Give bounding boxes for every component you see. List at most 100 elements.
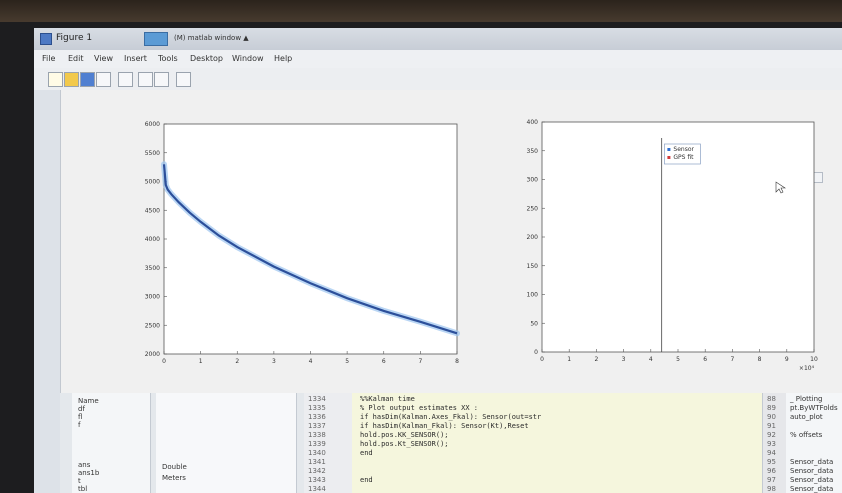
x-tick-label: 4 — [649, 356, 653, 363]
code-line: hold.pos.KK_SENSOR(); — [360, 431, 449, 439]
x-tick-label: 5 — [345, 358, 349, 365]
code-line: %%Kalman time — [360, 395, 415, 403]
x-tick-label: 10 — [810, 356, 818, 363]
line-number: 96 — [767, 467, 776, 475]
legend-label: GPS fit — [673, 154, 694, 161]
y-tick-label: 0 — [534, 349, 538, 356]
line-number: 93 — [767, 440, 776, 448]
x-tick-label: 4 — [309, 358, 313, 365]
code-line: hold.pos.Kt_SENSOR(); — [360, 440, 449, 448]
x-tick-label: 8 — [758, 356, 762, 363]
matlab-icon — [144, 32, 168, 46]
menu-file[interactable]: File — [42, 54, 56, 63]
line-number: 97 — [767, 476, 776, 484]
code-line: Sensor_data — [790, 476, 834, 484]
line-number: 91 — [767, 422, 776, 430]
y-tick-label: 350 — [527, 148, 539, 155]
taskbar-tab[interactable]: (M) matlab window ▲ — [144, 32, 294, 46]
x-tick-label: 2 — [235, 358, 239, 365]
legend-marker — [667, 156, 671, 159]
y-tick-label: 4000 — [145, 236, 160, 243]
line-number: 1342 — [308, 467, 326, 475]
legend-label: Sensor — [673, 146, 694, 153]
legend-box — [664, 143, 701, 165]
x-tick-label: 1 — [199, 358, 203, 365]
y-tick-label: 50 — [530, 320, 538, 327]
y-tick-label: 200 — [527, 234, 539, 241]
code-line: if hasDim(Kalman_Fkal): Sensor(Kt),Reset — [360, 422, 529, 430]
code-line: end — [360, 449, 373, 457]
y-tick-label: 300 — [527, 177, 539, 184]
y-tick-label: 6000 — [145, 121, 160, 128]
command-line: Meters — [162, 474, 186, 482]
workspace-item: fl — [78, 413, 83, 421]
line-number: 1335 — [308, 404, 326, 412]
zoom-out-icon[interactable] — [138, 72, 153, 87]
editor2-body[interactable]: _ Plotting pt.ByWTFolds auto_plot % offsets… — [786, 393, 842, 493]
matlab-desktop: Name df fl f ans ans1b t tbl Double Meters 1334 1… — [60, 393, 842, 493]
x-exponent-label: ×10⁴ — [799, 365, 815, 372]
menu-window[interactable]: Window — [232, 54, 264, 63]
x-tick-label: 0 — [162, 358, 166, 365]
menu-edit[interactable]: Edit — [68, 54, 84, 63]
menu-view[interactable]: View — [94, 54, 113, 63]
figure-icon — [40, 33, 52, 45]
y-tick-label: 3000 — [145, 294, 160, 301]
left-panel-strip — [34, 90, 61, 493]
x-tick-label: 7 — [730, 356, 734, 363]
editor2-line-numbers: 88 89 90 91 92 93 94 95 96 97 98 — [762, 393, 787, 493]
x-tick-label: 3 — [272, 358, 276, 365]
line-number: 90 — [767, 413, 776, 421]
y-tick-label: 100 — [527, 292, 539, 299]
screen: Figure 1 (M) matlab window ▲ File Edit V… — [34, 28, 842, 493]
line-number: 1341 — [308, 458, 326, 466]
window-title: Figure 1 — [56, 33, 93, 43]
code-line: pt.ByWTFolds — [790, 404, 838, 412]
code-line: Sensor_data — [790, 485, 834, 493]
code-line: % offsets — [790, 431, 823, 439]
y-tick-label: 250 — [527, 205, 539, 212]
open-icon[interactable] — [64, 72, 79, 87]
menu-insert[interactable]: Insert — [124, 54, 147, 63]
line-number: 1334 — [308, 395, 326, 403]
print-icon[interactable] — [96, 72, 111, 87]
y-tick-label: 400 — [527, 119, 539, 126]
workspace-item: df — [78, 405, 85, 413]
y-tick-label: 5000 — [145, 179, 160, 186]
line-number: 94 — [767, 449, 776, 457]
code-line: Sensor_data — [790, 458, 834, 466]
code-line: if hasDim(Kalman.Axes_Fkal): Sensor(out=… — [360, 413, 542, 421]
line-number: 1340 — [308, 449, 326, 457]
menu-tools[interactable]: Tools — [158, 54, 178, 63]
editor-line-numbers: 1334 1335 1336 1337 1338 1339 1340 1341 1342 1343… — [304, 393, 353, 493]
y-tick-label: 2500 — [145, 322, 160, 329]
x-tick-label: 1 — [567, 356, 571, 363]
menu-desktop[interactable]: Desktop — [190, 54, 223, 63]
code-line: % Plot output estimates XX : — [360, 404, 479, 412]
line-number: 1337 — [308, 422, 326, 430]
pan-icon[interactable] — [154, 72, 169, 87]
x-tick-label: 8 — [455, 358, 459, 365]
y-tick-label: 4500 — [145, 207, 160, 214]
workspace-panel: Name df fl f ans ans1b t tbl — [72, 393, 151, 493]
figure-plots: 0 1 2 3 4 5 6 7 82000250030003500400045005000550… — [145, 119, 818, 372]
save-icon[interactable] — [80, 72, 95, 87]
code-line: _ Plotting — [790, 395, 823, 403]
workspace-item: ans — [78, 461, 91, 469]
zoom-in-icon[interactable] — [118, 72, 133, 87]
workspace-item: Name — [78, 397, 99, 405]
tab-label: (M) matlab window ▲ — [174, 34, 249, 42]
new-icon[interactable] — [48, 72, 63, 87]
editor-body[interactable]: %%Kalman time% Plot output estimates XX … — [352, 393, 762, 493]
data-cursor-icon[interactable] — [176, 72, 191, 87]
x-tick-label: 7 — [418, 358, 422, 365]
legend-marker — [667, 148, 671, 151]
line-number: 1336 — [308, 413, 326, 421]
code-line: Sensor_data — [790, 467, 834, 475]
workspace-item: f — [78, 421, 81, 429]
line-number: 89 — [767, 404, 776, 412]
x-tick-label: 9 — [785, 356, 789, 363]
series-line — [162, 164, 458, 335]
menu-help[interactable]: Help — [274, 54, 293, 63]
y-tick-label: 150 — [527, 263, 539, 270]
